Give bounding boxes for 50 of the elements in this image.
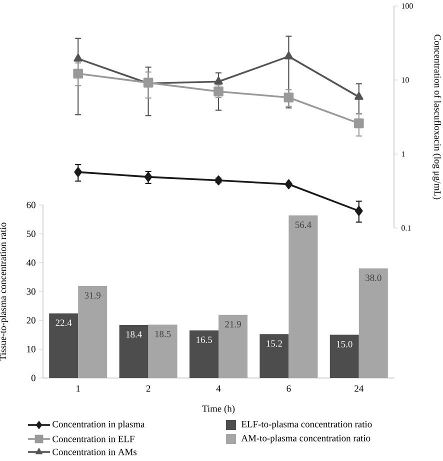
data-label: 16.5 <box>196 336 212 344</box>
bar <box>78 286 108 378</box>
y-tick-label: 30 <box>26 288 36 295</box>
x-tick-label: 24 <box>354 385 364 392</box>
x-tick-label: 2 <box>146 385 150 392</box>
y-tick-label: 0 <box>31 374 36 382</box>
point <box>74 167 82 177</box>
data-label: 22.4 <box>56 320 72 326</box>
data-label: 18.4 <box>126 331 142 338</box>
point <box>284 179 293 190</box>
bar <box>260 334 289 378</box>
legend-label: AM-to-plasma concentration ratio <box>241 434 370 444</box>
bar <box>148 324 178 378</box>
legend-label: Concentration in AMs <box>52 448 137 456</box>
legend-label: Concentration in plasma <box>52 420 145 430</box>
y-tick-label: 10 <box>27 346 36 352</box>
point <box>214 175 222 186</box>
bar <box>190 330 218 378</box>
bar <box>119 324 148 378</box>
y-tick-label: 20 <box>26 317 36 324</box>
data-label: 31.9 <box>84 292 100 299</box>
point <box>144 172 152 182</box>
y-tick-label: 40 <box>26 259 36 266</box>
bar <box>288 215 318 378</box>
point <box>354 92 364 100</box>
bar <box>358 268 388 378</box>
y-tick-label: 50 <box>26 230 36 238</box>
y-tick-label: 60 <box>26 202 36 208</box>
data-label: 15.2 <box>266 340 282 347</box>
x-axis-title: Time (h) <box>202 405 235 414</box>
point <box>214 86 224 96</box>
data-label: 15.0 <box>336 340 352 348</box>
x-tick-label: 1 <box>76 385 80 392</box>
point <box>354 118 364 128</box>
legend-label: Concentration in ELF <box>52 436 134 442</box>
point <box>73 68 83 78</box>
data-label: 56.4 <box>295 222 312 228</box>
y-axis-title: Concentration of lascufloxacin (log μg/mL) <box>432 34 442 200</box>
point <box>284 92 294 102</box>
bar <box>218 314 248 378</box>
x-tick-label: 4 <box>216 385 221 392</box>
data-label: 21.9 <box>225 321 241 328</box>
bar <box>330 334 359 378</box>
data-label: 38.0 <box>366 274 382 282</box>
x-tick-label: 6 <box>286 385 291 392</box>
data-label: 18.5 <box>155 330 171 338</box>
legend-label: ELF-to-plasma concentration ratio <box>241 420 372 430</box>
point <box>355 206 363 216</box>
point <box>284 52 294 60</box>
bar <box>49 313 78 378</box>
